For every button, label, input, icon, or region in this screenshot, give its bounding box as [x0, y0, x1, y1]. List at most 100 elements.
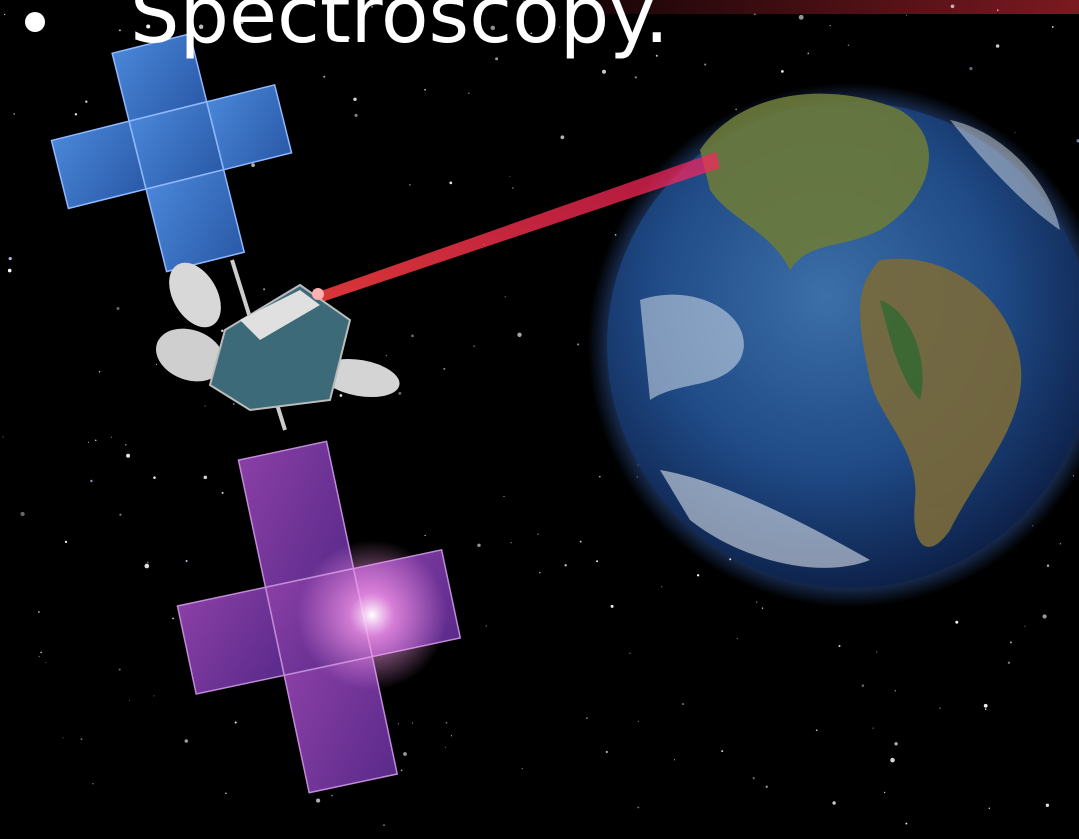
- star: [425, 535, 426, 536]
- star: [129, 700, 130, 701]
- star: [8, 269, 12, 273]
- star: [111, 437, 112, 438]
- star: [596, 560, 598, 562]
- star: [443, 368, 445, 370]
- star: [81, 738, 83, 740]
- star: [233, 403, 235, 405]
- star: [985, 708, 987, 710]
- star: [1043, 614, 1047, 618]
- star: [99, 371, 100, 372]
- star: [697, 574, 699, 576]
- star: [890, 758, 895, 763]
- star: [144, 564, 149, 569]
- star: [92, 783, 93, 784]
- star: [486, 625, 487, 626]
- star: [894, 690, 896, 692]
- star: [539, 572, 540, 573]
- star: [204, 476, 208, 480]
- star: [331, 795, 332, 796]
- star: [398, 392, 401, 395]
- star: [997, 9, 999, 11]
- star: [951, 4, 955, 8]
- star: [45, 662, 46, 663]
- star: [939, 707, 940, 708]
- star: [661, 586, 662, 587]
- bullet-marker: [25, 12, 45, 32]
- star: [781, 70, 784, 73]
- star: [704, 64, 706, 66]
- star: [721, 750, 723, 752]
- star: [955, 621, 958, 624]
- star: [1047, 564, 1049, 566]
- star: [1060, 543, 1061, 544]
- star: [762, 607, 763, 608]
- star: [154, 695, 155, 696]
- star: [561, 135, 565, 139]
- star: [222, 492, 224, 494]
- star: [316, 799, 320, 803]
- star: [522, 768, 523, 769]
- star: [9, 257, 12, 260]
- star: [848, 45, 850, 47]
- star: [251, 163, 255, 167]
- star: [119, 29, 121, 31]
- star: [156, 364, 157, 365]
- star: [235, 721, 237, 723]
- star: [409, 184, 410, 185]
- star: [90, 480, 92, 482]
- star: [40, 652, 41, 653]
- star: [753, 777, 755, 779]
- star: [1015, 132, 1016, 133]
- star: [125, 444, 127, 446]
- star: [323, 76, 325, 78]
- star: [186, 560, 188, 562]
- star: [832, 801, 835, 804]
- star: [263, 288, 265, 290]
- star: [838, 645, 840, 647]
- star: [225, 792, 227, 794]
- star: [816, 729, 818, 731]
- star: [1010, 641, 1012, 643]
- star: [126, 454, 130, 458]
- star: [88, 442, 89, 443]
- star: [38, 611, 40, 613]
- star: [20, 512, 24, 516]
- star: [602, 70, 606, 74]
- star: [638, 721, 639, 722]
- star: [537, 534, 538, 535]
- star: [63, 737, 64, 738]
- star: [403, 752, 407, 756]
- star: [412, 722, 413, 723]
- star: [807, 53, 809, 55]
- star: [586, 717, 588, 719]
- star: [116, 307, 119, 310]
- star: [477, 544, 480, 547]
- page: Spectroscopy. (() => { const data = JSON…: [0, 0, 1079, 839]
- star: [873, 728, 874, 729]
- star: [682, 703, 684, 705]
- star: [830, 25, 831, 26]
- star: [505, 296, 506, 297]
- star: [411, 335, 414, 338]
- star: [449, 182, 452, 185]
- star: [577, 343, 579, 345]
- star: [221, 329, 224, 332]
- star: [424, 89, 426, 91]
- bullet-text: Spectroscopy.: [130, 0, 669, 61]
- lens-flare: [297, 540, 447, 690]
- star: [4, 14, 5, 15]
- top-band: [600, 0, 1079, 14]
- star: [1052, 26, 1054, 28]
- star: [984, 704, 988, 708]
- star: [503, 496, 504, 497]
- star: [446, 722, 448, 724]
- star: [580, 541, 582, 543]
- star: [65, 541, 67, 543]
- star: [637, 806, 639, 808]
- star: [119, 668, 121, 670]
- star: [754, 14, 755, 15]
- star: [204, 405, 205, 406]
- star: [85, 100, 87, 102]
- star: [756, 601, 757, 602]
- star: [737, 638, 738, 639]
